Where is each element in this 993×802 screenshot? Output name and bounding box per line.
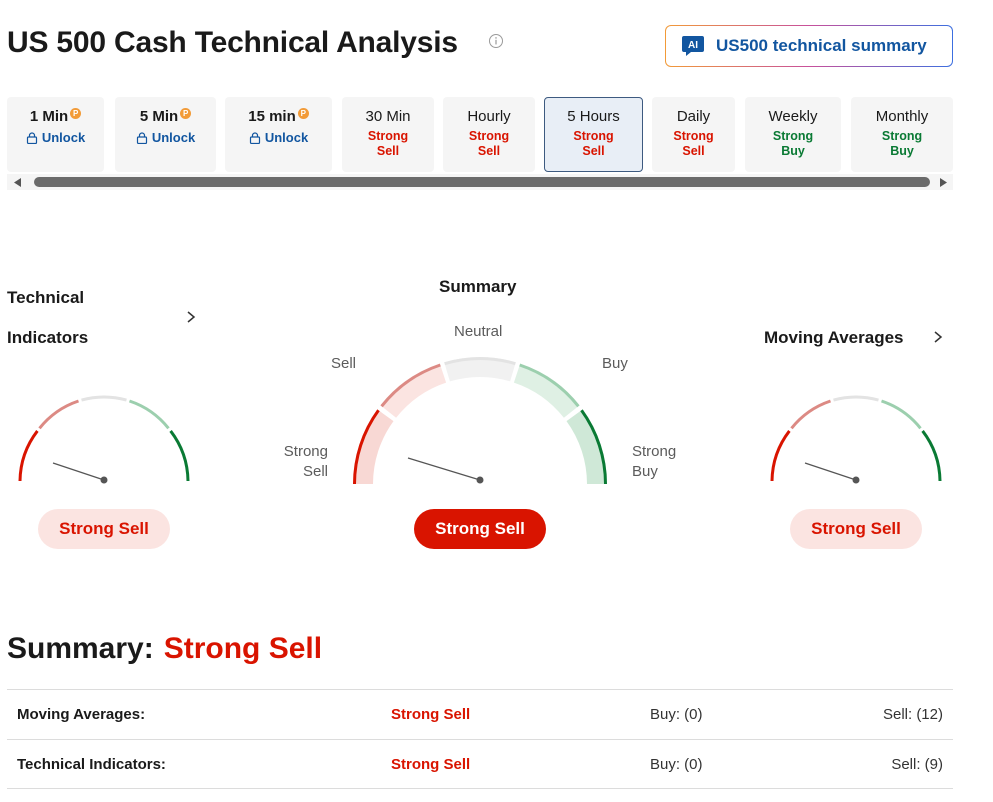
tab-signal: Strong Buy <box>772 129 814 158</box>
tab-signal: Strong Sell <box>673 129 714 158</box>
tab-signal: Strong Sell <box>367 129 409 158</box>
gauge-label-strong-buy: Strong Buy <box>632 443 677 480</box>
tab-daily[interactable]: Daily Strong Sell <box>652 97 735 172</box>
tab-5-hours[interactable]: 5 Hours Strong Sell <box>544 97 643 172</box>
premium-p-icon: P <box>70 108 82 119</box>
premium-p-icon: P <box>297 108 309 119</box>
tab-1-min[interactable]: 1 Min P Unlock <box>7 97 104 172</box>
summary-heading-signal: Strong Sell <box>163 632 323 665</box>
gauge-label-buy: Buy <box>602 355 628 372</box>
lock-icon <box>249 131 260 144</box>
lock-icon <box>136 131 147 144</box>
summary-heading-label: Summary: <box>7 632 154 665</box>
ai-button-label: US500 technical summary <box>716 36 927 55</box>
unlock-link[interactable]: Unlock <box>136 130 195 145</box>
gauge-label-neutral: Neutral <box>454 323 503 340</box>
ai-icon-text: AI <box>688 40 698 51</box>
row-signal: Strong Sell <box>391 706 471 723</box>
summary-gauge-result: Strong Sell <box>414 509 546 549</box>
tab-30-min[interactable]: 30 Min Strong Sell <box>342 97 434 172</box>
moving-averages-result: Strong Sell <box>790 509 922 549</box>
tab-label: 15 min <box>248 108 296 125</box>
row-buy-count: Buy: (0) <box>650 706 703 723</box>
tab-signal: Strong Sell <box>468 129 510 158</box>
tab-signal: Strong Buy <box>881 129 923 158</box>
tab-monthly[interactable]: Monthly Strong Buy <box>851 97 953 172</box>
unlock-link[interactable]: Unlock <box>249 130 308 145</box>
tab-signal: Strong Sell <box>573 129 614 158</box>
caret-left-icon[interactable] <box>14 178 22 187</box>
row-signal: Strong Sell <box>391 756 471 773</box>
technical-indicators-gauge <box>18 395 190 484</box>
tab-label: Monthly <box>875 108 929 125</box>
tab-label: Daily <box>676 108 711 125</box>
tab-weekly[interactable]: Weekly Strong Buy <box>745 97 841 172</box>
summary-gauge-title: Summary <box>439 277 517 296</box>
row-sell-count: Sell: (9) <box>891 756 943 773</box>
scrollbar-thumb[interactable] <box>34 177 930 187</box>
moving-averages-gauge <box>770 395 942 484</box>
summary-table: Moving Averages: Strong Sell Buy: (0) Se… <box>7 689 953 789</box>
summary-gauge <box>353 357 607 485</box>
caret-right-icon[interactable] <box>939 178 947 187</box>
gauge-label-sell: Sell <box>331 355 357 372</box>
timeframe-tabs: 1 Min P Unlock 5 Min P Unlock 15 min P Unlo… <box>7 97 953 172</box>
chevron-right-icon[interactable] <box>185 310 197 324</box>
row-buy-count: Buy: (0) <box>650 756 703 773</box>
lock-icon <box>26 131 37 144</box>
tab-label: 1 Min <box>29 108 69 125</box>
tab-label: 5 Hours <box>567 108 620 125</box>
chevron-right-icon[interactable] <box>932 330 944 344</box>
ai-technical-summary-button[interactable]: AI US500 technical summary <box>665 25 953 67</box>
unlock-link[interactable]: Unlock <box>26 130 85 145</box>
row-sell-count: Sell: (12) <box>882 706 943 723</box>
ai-chat-icon: AI <box>682 36 704 56</box>
row-name: Technical Indicators: <box>17 756 166 773</box>
page-title: US 500 Cash Technical Analysis <box>7 26 458 59</box>
tab-label: 5 Min <box>139 108 179 125</box>
tab-label: 30 Min <box>365 108 411 125</box>
gauge-label-strong-sell: Strong Sell <box>283 443 328 480</box>
table-row: Technical Indicators: Strong Sell Buy: (… <box>7 739 953 789</box>
row-name: Moving Averages: <box>17 706 146 723</box>
technical-indicators-result: Strong Sell <box>38 509 170 549</box>
tab-hourly[interactable]: Hourly Strong Sell <box>443 97 535 172</box>
timeframe-scrollbar[interactable] <box>7 174 953 190</box>
info-icon[interactable] <box>488 33 504 49</box>
premium-p-icon: P <box>180 108 192 119</box>
summary-heading: Summary: Strong Sell <box>7 632 322 666</box>
tab-label: Weekly <box>768 108 818 125</box>
tab-label: Hourly <box>467 108 511 125</box>
technical-indicators-title-line1[interactable]: Technical <box>7 288 85 307</box>
tab-5-min[interactable]: 5 Min P Unlock <box>115 97 216 172</box>
table-row: Moving Averages: Strong Sell Buy: (0) Se… <box>7 689 953 739</box>
moving-averages-title[interactable]: Moving Averages <box>764 328 904 347</box>
tab-15-min[interactable]: 15 min P Unlock <box>225 97 332 172</box>
technical-indicators-title-line2[interactable]: Indicators <box>7 328 89 347</box>
